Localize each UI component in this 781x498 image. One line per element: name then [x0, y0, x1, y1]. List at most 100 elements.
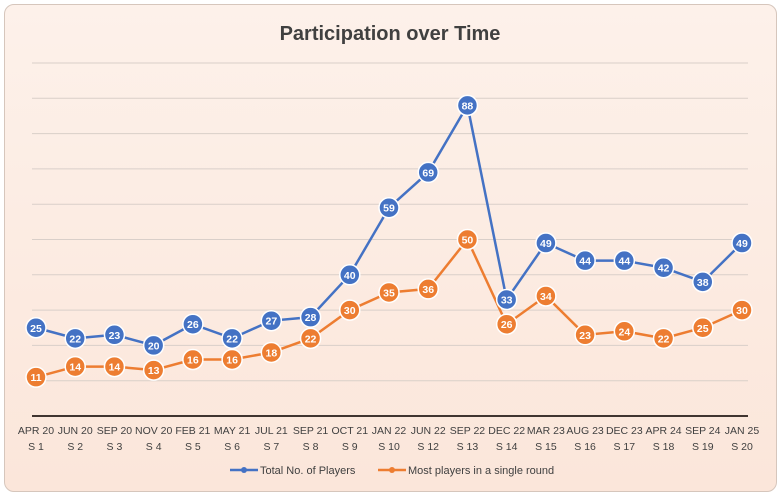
chart-title: Participation over Time — [280, 23, 501, 45]
data-label: 22 — [658, 333, 670, 345]
data-point — [182, 313, 204, 335]
x-tick-label: APR 24 — [645, 425, 681, 437]
x-tick-label: DEC 23 — [606, 425, 643, 437]
data-label: 42 — [658, 263, 670, 275]
data-point — [417, 161, 439, 184]
data-label: 30 — [736, 305, 748, 317]
x-tick-sublabel: S 10 — [378, 441, 400, 453]
data-label: 16 — [226, 355, 238, 367]
data-label: 11 — [30, 372, 41, 384]
x-tick-label: MAY 21 — [214, 425, 251, 437]
data-label: 22 — [305, 333, 317, 345]
data-label: 69 — [422, 167, 434, 179]
data-label: 20 — [148, 340, 160, 352]
data-point — [456, 94, 479, 117]
x-tick-label: JAN 22 — [372, 425, 407, 437]
x-tick-sublabel: S 16 — [574, 441, 596, 453]
data-point — [299, 306, 322, 328]
data-label: 50 — [462, 235, 474, 247]
series-line — [35, 101, 743, 347]
x-tick-label: SEP 21 — [293, 425, 329, 437]
x-tick-label: SEP 24 — [685, 425, 721, 437]
x-tick-sublabel: S 15 — [535, 441, 557, 453]
x-tick-sublabel: S 2 — [67, 441, 83, 453]
x-tick-sublabel: S 13 — [457, 441, 479, 453]
data-point — [495, 313, 518, 335]
data-point — [260, 309, 283, 332]
data-label: 36 — [422, 284, 434, 296]
data-point — [652, 327, 675, 350]
data-label: 88 — [462, 100, 474, 112]
data-label: 25 — [697, 323, 709, 335]
data-label: 23 — [579, 330, 591, 342]
data-label: 23 — [109, 330, 121, 342]
x-tick-label: SEP 20 — [97, 425, 133, 437]
legend-marker-icon — [389, 467, 395, 473]
data-label: 24 — [618, 326, 630, 338]
data-label: 30 — [344, 305, 356, 317]
data-label: 14 — [69, 362, 81, 374]
x-tick-label: JUN 22 — [411, 425, 446, 437]
data-point — [64, 327, 86, 350]
data-point — [142, 359, 165, 381]
data-label: 28 — [305, 312, 317, 324]
data-point — [182, 348, 204, 371]
x-tick-sublabel: S 20 — [731, 441, 753, 453]
series-line — [35, 237, 743, 379]
data-label: 34 — [540, 291, 552, 303]
data-label: 33 — [501, 295, 513, 307]
data-point — [299, 327, 322, 350]
data-point — [221, 348, 243, 371]
data-point — [692, 271, 714, 293]
data-point — [692, 317, 714, 339]
x-tick-label: APR 20 — [18, 425, 54, 437]
data-point — [221, 327, 243, 350]
x-tick-sublabel: S 19 — [692, 441, 714, 453]
x-tick-sublabel: S 6 — [224, 441, 240, 453]
data-point — [142, 334, 165, 357]
data-point — [613, 249, 636, 272]
data-label: 22 — [226, 333, 238, 345]
chart-area — [4, 4, 777, 492]
x-tick-sublabel: S 7 — [263, 441, 279, 453]
x-tick-sublabel: S 5 — [185, 441, 201, 453]
x-tick-label: FEB 21 — [175, 425, 210, 437]
data-point — [731, 299, 753, 321]
data-label: 22 — [69, 333, 81, 345]
data-label: 16 — [187, 355, 199, 367]
data-point — [64, 355, 86, 378]
x-tick-label: DEC 22 — [488, 425, 525, 437]
x-tick-sublabel: S 12 — [417, 441, 439, 453]
x-tick-label: AUG 23 — [566, 425, 604, 437]
x-tick-label: JUL 21 — [255, 425, 288, 437]
data-point — [417, 278, 439, 300]
data-label: 40 — [344, 270, 356, 282]
x-tick-sublabel: S 3 — [107, 441, 123, 453]
data-label: 44 — [579, 256, 591, 268]
data-point — [103, 324, 126, 346]
data-point — [260, 341, 283, 364]
data-point — [652, 256, 675, 279]
x-tick-label: SEP 22 — [450, 425, 486, 437]
data-label: 14 — [109, 362, 121, 374]
data-label: 13 — [148, 365, 160, 377]
x-tick-label: JUN 20 — [58, 425, 93, 437]
x-tick-label: JAN 25 — [725, 425, 760, 437]
data-label: 49 — [736, 238, 748, 250]
data-label: 25 — [30, 323, 42, 335]
data-point — [339, 299, 361, 321]
x-tick-sublabel: S 18 — [653, 441, 675, 453]
data-point — [103, 355, 126, 378]
data-point — [574, 324, 596, 346]
data-point — [378, 196, 400, 219]
legend-marker-icon — [241, 467, 247, 473]
x-tick-sublabel: S 14 — [496, 441, 518, 453]
data-point — [535, 285, 557, 307]
data-label: 35 — [383, 287, 395, 299]
x-tick-label: OCT 21 — [331, 425, 368, 437]
data-point — [535, 232, 557, 254]
data-point — [456, 228, 479, 251]
data-label: 44 — [618, 256, 630, 268]
x-tick-label: MAR 23 — [527, 425, 565, 437]
